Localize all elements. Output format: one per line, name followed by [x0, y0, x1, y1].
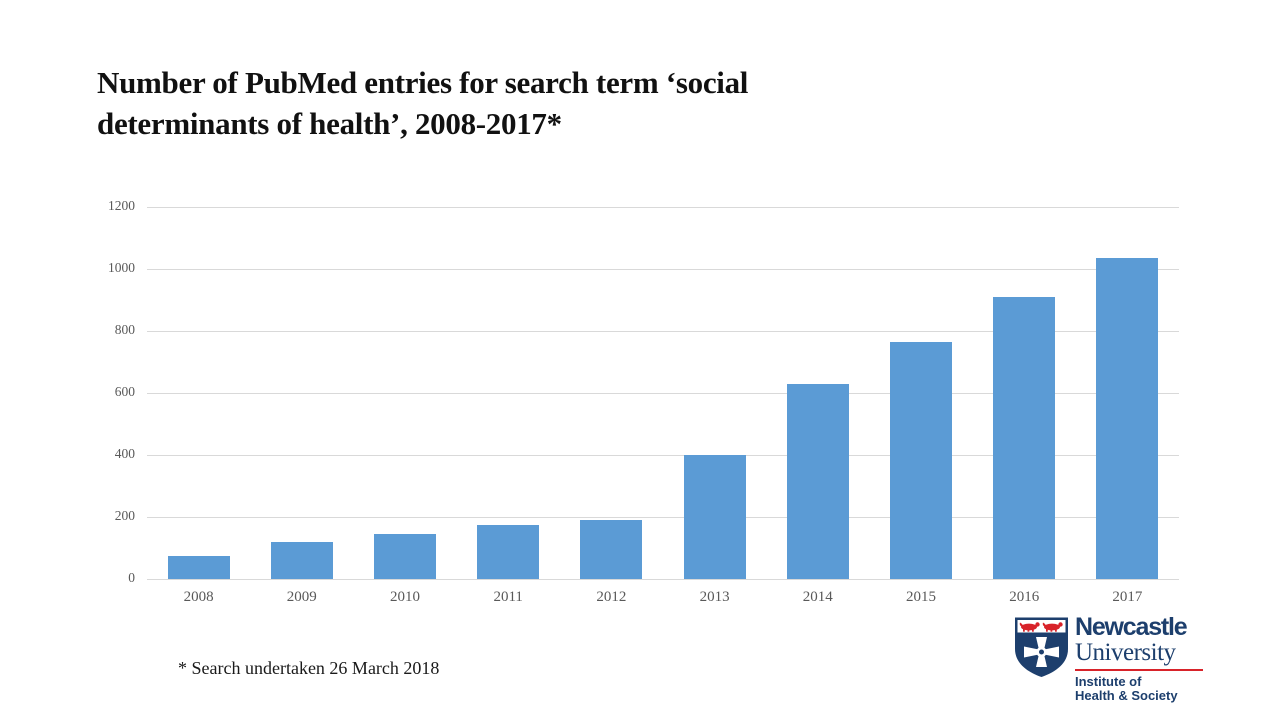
y-axis-tick-600: 600 [114, 384, 135, 399]
gridline-200 [147, 516, 1179, 518]
bar-2012 [580, 520, 643, 579]
logo-institute-line1: Institute of [1075, 673, 1142, 689]
y-axis-tick-1000: 1000 [108, 260, 135, 275]
bar-2008 [167, 555, 230, 579]
gridline-0 [147, 578, 1179, 580]
y-axis-tick-1200: 1200 [108, 198, 135, 213]
bar-2015 [890, 341, 952, 579]
bar-2016 [993, 296, 1056, 579]
gridline-800 [147, 330, 1179, 332]
university-shield-icon [1015, 617, 1068, 677]
x-axis-tick-2012: 2012 [596, 589, 627, 605]
y-axis-tick-400: 400 [114, 446, 135, 461]
bar-2013 [683, 455, 746, 579]
logo-institute-text: Institute of Health & Society [1075, 673, 1203, 704]
x-axis-tick-2015: 2015 [905, 589, 936, 605]
chart-title-line2: determinants of health’, 2008-2017* [97, 106, 562, 142]
y-axis-tick-0: 0 [128, 570, 135, 585]
x-axis-tick-2013: 2013 [699, 589, 730, 605]
y-axis-tick-800: 800 [114, 322, 135, 337]
lions-icon [1019, 622, 1063, 632]
bar-2011 [477, 524, 540, 579]
x-axis-tick-2008: 2008 [183, 589, 214, 605]
logo-institute-line2: Health & Society [1075, 688, 1178, 704]
gridline-1000 [147, 268, 1179, 270]
logo-university-text: University [1075, 638, 1176, 666]
x-axis-tick-2014: 2014 [802, 589, 833, 605]
logo-newcastle-text: Newcastle [1075, 613, 1188, 641]
bar-2014 [786, 383, 849, 579]
gridline-600 [147, 392, 1179, 394]
x-axis-tick-2016: 2016 [1009, 589, 1040, 605]
gridline-400 [147, 454, 1179, 456]
bar-2017 [1096, 258, 1159, 579]
x-axis-tick-2009: 2009 [286, 589, 317, 605]
gridline-1200 [147, 206, 1179, 208]
footnote: * Search undertaken 26 March 2018 [178, 658, 440, 678]
x-axis-tick-2010: 2010 [389, 589, 420, 605]
bar-chart-plot-area: 1200 1000 800 600 400 200 0 2008 2009 2010 2011 201… [108, 198, 1179, 605]
bar-2010 [374, 534, 436, 579]
logo-red-divider [1075, 668, 1203, 671]
logo-text-block: Newcastle University Institute of Health … [1075, 613, 1203, 704]
x-axis-tick-2011: 2011 [493, 589, 523, 605]
x-axis-tick-2017: 2017 [1112, 589, 1143, 605]
y-axis-tick-200: 200 [114, 508, 135, 523]
bar-2009 [270, 541, 333, 579]
chart-title: Number of PubMed entries for search term… [97, 62, 1077, 144]
cross-icon [1024, 637, 1059, 667]
chart-title-line1: Number of PubMed entries for search term… [97, 65, 749, 100]
newcastle-university-logo: Newcastle University Institute of Health … [1013, 613, 1203, 704]
